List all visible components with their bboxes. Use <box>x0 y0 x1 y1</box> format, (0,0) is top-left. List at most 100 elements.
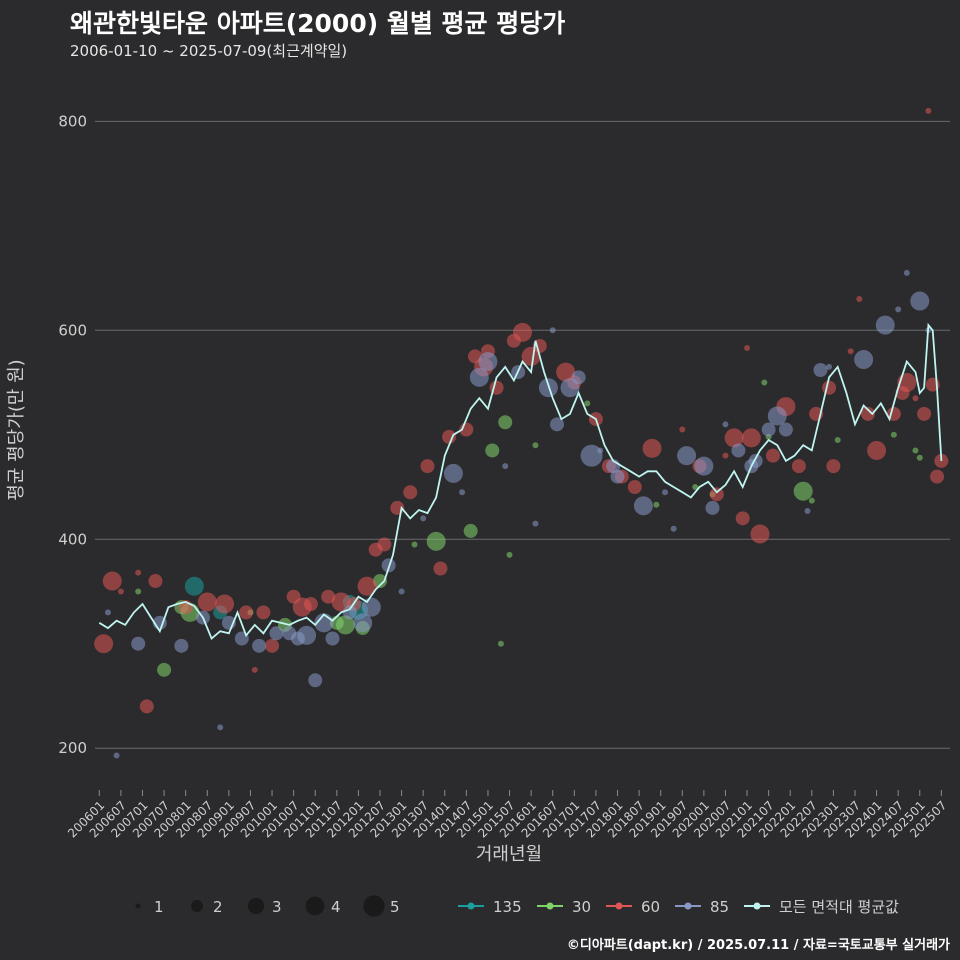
color-legend-dot-4 <box>753 902 761 910</box>
point-85-44 <box>705 500 720 515</box>
point-60-33 <box>513 322 532 342</box>
point-30-13 <box>485 443 500 458</box>
point-60-62 <box>912 395 919 402</box>
point-30-9 <box>373 574 387 589</box>
point-60-67 <box>856 295 863 302</box>
point-60-24 <box>420 459 435 474</box>
point-85-59 <box>910 291 930 311</box>
point-30-17 <box>532 442 539 449</box>
y-tick-label-200: 200 <box>58 739 87 757</box>
color-legend-dot-0 <box>467 902 475 910</box>
point-60-2 <box>117 588 124 595</box>
point-85-24 <box>459 489 466 496</box>
point-85-6 <box>217 724 224 731</box>
point-30-10 <box>411 541 418 548</box>
point-85-34 <box>571 370 586 385</box>
point-60-3 <box>135 569 142 576</box>
size-legend: 1 2 3 4 5 <box>135 895 400 917</box>
y-tick-label-400: 400 <box>58 530 87 548</box>
point-60-68 <box>895 385 910 400</box>
data-points <box>94 107 949 759</box>
point-60-70 <box>744 345 751 352</box>
point-85-58 <box>903 269 910 276</box>
point-85-38 <box>610 469 625 484</box>
point-30-16 <box>506 551 513 558</box>
point-60-57 <box>847 348 854 355</box>
point-85-10 <box>269 626 284 641</box>
point-85-1 <box>113 752 120 759</box>
size-legend-label-3: 3 <box>272 898 282 916</box>
point-85-22 <box>420 515 427 522</box>
point-85-9 <box>252 638 267 653</box>
size-legend-label-1: 1 <box>154 898 164 916</box>
point-60-8 <box>215 594 235 614</box>
color-legend-label-3: 85 <box>710 898 729 916</box>
size-legend-dot-1 <box>135 903 141 909</box>
point-85-39 <box>633 496 653 516</box>
color-legend-dot-2 <box>615 902 623 910</box>
point-60-43 <box>679 426 686 433</box>
point-85-0 <box>104 609 111 616</box>
point-85-51 <box>778 422 793 437</box>
point-135-0 <box>184 576 204 596</box>
point-85-2 <box>131 636 146 651</box>
point-30-12 <box>463 523 478 538</box>
point-30-26 <box>834 437 841 443</box>
point-30-19 <box>653 501 660 508</box>
point-85-45 <box>722 421 729 428</box>
point-85-40 <box>662 489 668 496</box>
point-85-21 <box>398 588 405 595</box>
point-85-41 <box>670 525 677 532</box>
point-85-16 <box>325 631 340 646</box>
color-legend-dot-3 <box>684 902 692 910</box>
point-60-48 <box>735 511 750 526</box>
chart-subtitle: 2006-01-10 ~ 2025-07-09(최근계약일) <box>70 42 348 60</box>
point-30-15 <box>498 415 513 430</box>
point-30-29 <box>916 454 923 461</box>
point-60-19 <box>357 576 377 596</box>
point-60-56 <box>826 459 841 474</box>
point-85-53 <box>813 363 828 377</box>
x-axis-label: 거래년월 <box>476 844 542 865</box>
point-60-16 <box>321 589 336 604</box>
point-30-22 <box>761 379 768 386</box>
point-60-47 <box>724 428 744 448</box>
size-legend-dot-5 <box>363 895 385 917</box>
point-85-17 <box>342 605 357 620</box>
x-axis-ticks: 2006012006072007012007072008012008072009… <box>65 790 949 841</box>
point-85-55 <box>854 350 874 370</box>
point-85-29 <box>532 520 539 527</box>
point-30-18 <box>584 400 591 407</box>
point-85-32 <box>550 417 565 432</box>
point-60-0 <box>94 634 114 654</box>
point-85-18 <box>353 613 373 633</box>
point-85-35 <box>580 444 603 467</box>
y-axis-label: 평균 평당가(만 원) <box>6 359 27 500</box>
point-60-4 <box>139 699 154 714</box>
point-85-46 <box>731 443 746 458</box>
color-legend-label-0: 135 <box>493 898 522 916</box>
point-60-69 <box>925 107 932 114</box>
point-85-49 <box>761 422 776 437</box>
point-60-41 <box>627 480 642 495</box>
point-85-4 <box>174 638 189 653</box>
point-60-15 <box>303 597 318 612</box>
point-60-46 <box>722 452 729 459</box>
point-85-43 <box>694 456 714 476</box>
point-60-21 <box>377 537 392 552</box>
point-85-36 <box>597 447 604 454</box>
point-60-65 <box>930 469 945 484</box>
point-60-55 <box>822 380 837 395</box>
color-legend-label-4: 모든 면적대 평균값 <box>779 898 899 916</box>
point-60-5 <box>148 574 163 589</box>
point-60-26 <box>442 429 457 444</box>
point-60-58 <box>860 406 875 421</box>
average-line-group <box>98 322 943 640</box>
gridlines <box>95 120 950 749</box>
point-85-42 <box>677 446 697 466</box>
point-85-14 <box>308 673 323 688</box>
point-85-31 <box>549 327 556 334</box>
point-30-28 <box>912 447 919 454</box>
point-30-7 <box>335 615 355 635</box>
